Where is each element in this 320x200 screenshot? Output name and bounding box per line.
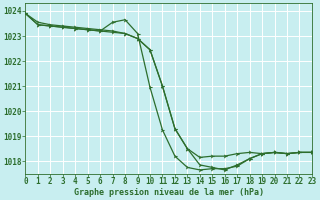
X-axis label: Graphe pression niveau de la mer (hPa): Graphe pression niveau de la mer (hPa) (74, 188, 264, 197)
